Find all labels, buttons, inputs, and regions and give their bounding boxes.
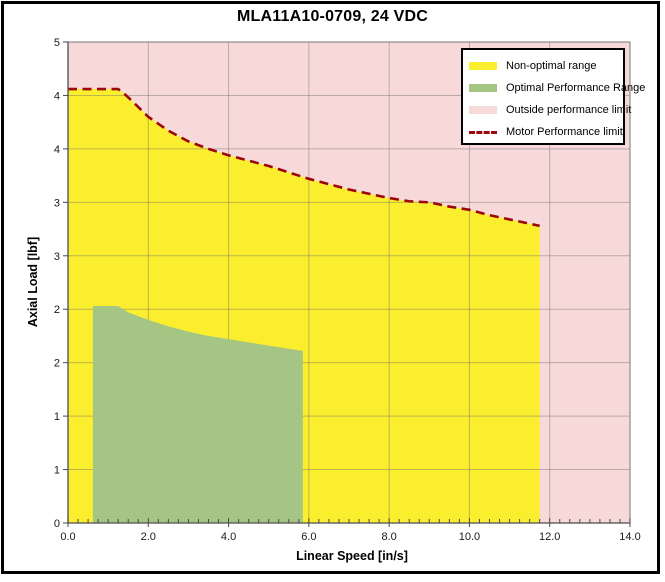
x-tick-label: 14.0 (619, 531, 640, 543)
legend-swatch-optimal-icon (469, 84, 497, 92)
legend-swatch-outside-icon (469, 106, 497, 114)
legend-item: Non-optimal range (463, 55, 623, 77)
legend-item: Motor Performance limit (463, 121, 623, 143)
legend-label: Motor Performance limit (506, 126, 623, 138)
y-tick-label: 2 (54, 358, 60, 370)
y-tick-label: 1 (54, 411, 60, 423)
y-tick-label: 0 (54, 518, 60, 530)
x-tick-label: 12.0 (539, 531, 560, 543)
legend: Non-optimal range Optimal Performance Ra… (461, 48, 645, 145)
x-tick-label: 4.0 (221, 531, 236, 543)
x-tick-label: 8.0 (381, 531, 396, 543)
y-tick-label: 4 (54, 90, 60, 102)
x-tick-label: 6.0 (301, 531, 316, 543)
legend-label: Non-optimal range (506, 60, 597, 72)
legend-item: Optimal Performance Range (463, 77, 645, 99)
y-axis-title: Axial Load [lbf] (26, 236, 40, 328)
y-tick-label: 5 (54, 37, 60, 49)
x-tick-label: 10.0 (459, 531, 480, 543)
y-tick-label: 3 (54, 197, 60, 209)
legend-label: Optimal Performance Range (506, 82, 646, 94)
x-tick-label: 0.0 (60, 531, 75, 543)
legend-swatch-dashed-line-icon (469, 130, 497, 134)
motor-performance-limit-line (68, 87, 540, 228)
y-tick-label: 4 (54, 144, 60, 156)
y-tick-label: 3 (54, 251, 60, 263)
y-tick-label: 2 (54, 304, 60, 316)
legend-swatch-nonoptimal-icon (469, 62, 497, 70)
x-axis-title: Linear Speed [in/s] (296, 549, 408, 563)
y-tick-label: 1 (54, 465, 60, 477)
area-optimal-performance-range (92, 306, 303, 523)
chart-title: MLA11A10-0709, 24 VDC (237, 8, 428, 25)
x-tick-label: 2.0 (141, 531, 156, 543)
legend-item: Outside performance limit (463, 99, 631, 121)
legend-label: Outside performance limit (506, 104, 632, 116)
